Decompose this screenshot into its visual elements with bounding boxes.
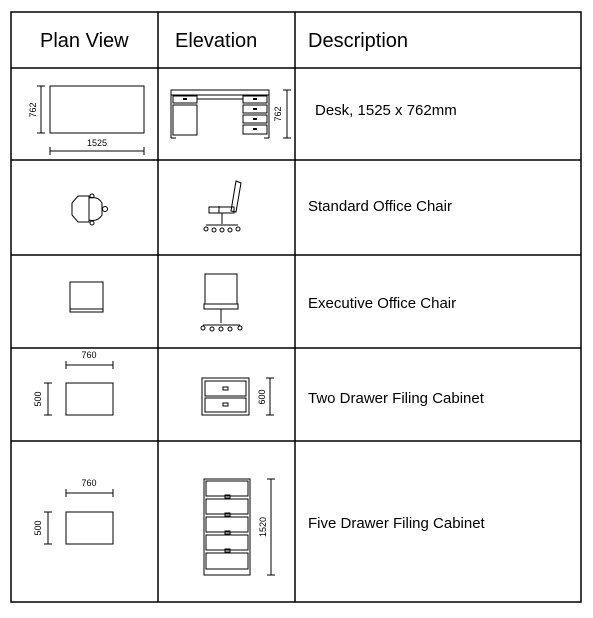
standard-chair-elevation-symbol	[203, 180, 242, 233]
five-drawer-plan-symbol	[44, 489, 114, 545]
five-drawer-description: Five Drawer Filing Cabinet	[308, 515, 485, 532]
two-drawer-description: Two Drawer Filing Cabinet	[308, 390, 484, 407]
standard-chair-plan-symbol	[71, 193, 108, 226]
two-drawer-plan-symbol	[44, 361, 114, 416]
two-drawer-height-dim: 600	[257, 389, 267, 404]
desk-handle-icons	[183, 98, 257, 130]
description-header: Description	[308, 30, 409, 52]
desk-description: Desk, 1525 x 762mm	[315, 102, 457, 119]
two-drawer-depth-dim: 500	[33, 391, 43, 406]
two-drawer-width-dim: 760	[81, 350, 96, 360]
five-drawer-elevation-symbol	[203, 478, 275, 576]
plan-view-header: Plan View	[40, 30, 129, 52]
desk-height-dim: 762	[273, 106, 283, 121]
desk-depth-dim: 762	[28, 102, 38, 117]
desk-plan-symbol	[37, 85, 145, 155]
two-drawer-elevation-symbol	[201, 377, 274, 416]
executive-chair-plan-symbol	[69, 281, 104, 313]
executive-chair-elevation-symbol	[200, 273, 243, 332]
five-drawer-width-dim: 760	[81, 478, 96, 488]
executive-chair-description: Executive Office Chair	[308, 295, 457, 312]
elevation-header: Elevation	[175, 30, 258, 52]
standard-chair-description: Standard Office Chair	[308, 198, 452, 215]
five-drawer-depth-dim: 500	[33, 520, 43, 535]
table-grid	[10, 11, 582, 603]
desk-elevation-symbol	[170, 89, 291, 139]
five-drawer-height-dim: 1520	[258, 517, 268, 537]
desk-width-dim: 1525	[87, 138, 107, 148]
